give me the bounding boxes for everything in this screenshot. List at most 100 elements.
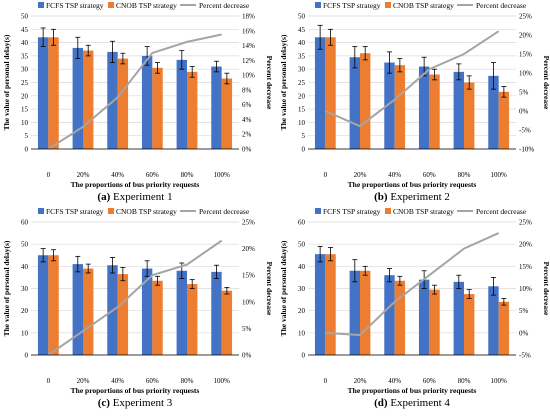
error-bar: [120, 267, 126, 282]
bar-fcfs: [72, 47, 83, 149]
error-bar: [155, 275, 161, 286]
bar-fcfs: [488, 286, 499, 355]
bar-fcfs: [384, 62, 395, 149]
error-bar: [490, 62, 496, 90]
x-axis-title: The proportions of bus priority requests: [348, 180, 477, 189]
error-bar: [352, 46, 358, 69]
y2-tick-label: 15%: [519, 263, 532, 271]
y2-tick-label: 12%: [242, 57, 255, 65]
y2-tick-label: 0%: [242, 352, 252, 360]
y-tick-label: 10: [21, 119, 29, 127]
bar-cnob: [83, 268, 94, 355]
y-tick-label: 25: [21, 79, 29, 87]
y2-tick-label: -5%: [519, 352, 531, 360]
error-bar: [362, 46, 368, 61]
error-bar: [432, 68, 438, 81]
legend-label-percent: Percent decrease: [476, 207, 527, 216]
y-tick-label: 50: [21, 13, 29, 21]
chart-panel-3: FCFS TSP strategy CNOB TSP strategy Percen…: [2, 207, 274, 409]
bar-cnob: [429, 74, 440, 149]
legend: FCFS TSP strategy CNOB TSP strategy Percen…: [38, 207, 250, 216]
legend: FCFS TSP strategy CNOB TSP strategy Percen…: [315, 1, 527, 10]
x-axis-title: The proportions of bus priority requests: [71, 386, 200, 395]
y-tick-label: 50: [298, 13, 306, 21]
y-tick-label: 25: [298, 79, 306, 87]
legend-swatch-cnob: [385, 208, 391, 214]
y2-axis-title: Percent decrease: [542, 56, 550, 110]
bar-fcfs: [349, 57, 360, 150]
bar-cnob: [152, 280, 163, 355]
x-tick-label: 40%: [111, 377, 124, 385]
x-tick-label: 0: [47, 171, 51, 179]
y-tick-label: 45: [21, 26, 29, 34]
y-tick-label: 20: [298, 92, 306, 100]
y-tick-label: 40: [21, 39, 29, 47]
legend-swatch-fcfs: [38, 2, 44, 8]
legend: FCFS TSP strategy CNOB TSP strategy Percen…: [315, 207, 527, 216]
y-tick-label: 10: [298, 329, 306, 337]
x-tick-label: 40%: [111, 171, 124, 179]
error-bar: [109, 40, 115, 63]
y-tick-label: 45: [298, 26, 306, 34]
y-tick-label: 40: [21, 263, 29, 271]
y2-tick-label: 10%: [242, 298, 255, 306]
bar-cnob: [117, 58, 129, 150]
bar-cnob: [325, 37, 336, 149]
panel-caption-text: Experiment 4: [388, 397, 451, 409]
bar-fcfs: [141, 55, 153, 149]
y-tick-label: 5: [302, 132, 306, 140]
y2-tick-label: 5%: [242, 325, 252, 333]
bar-cnob: [48, 255, 59, 355]
error-bar: [224, 286, 230, 295]
error-bar: [144, 260, 150, 277]
y-tick-label: 10: [298, 119, 306, 127]
error-bar: [466, 289, 472, 299]
bar-fcfs: [72, 264, 83, 355]
legend-label-fcfs: FCFS TSP strategy: [46, 207, 104, 216]
x-tick-label: 60%: [423, 171, 436, 179]
y2-axis-title: Percent decrease: [265, 56, 274, 110]
error-bar: [328, 247, 334, 262]
bar-cnob: [394, 280, 406, 355]
y2-tick-label: 5%: [519, 307, 529, 315]
x-tick-label: 100%: [213, 171, 230, 179]
y-tick-label: 20: [298, 307, 306, 315]
bar-fcfs: [314, 254, 326, 355]
y-tick-label: 30: [21, 66, 29, 74]
bar-cnob: [221, 290, 233, 355]
error-bar: [328, 28, 334, 46]
error-bar: [501, 86, 507, 98]
error-bar: [75, 36, 81, 59]
error-bar: [213, 264, 219, 279]
bar-fcfs: [349, 270, 360, 355]
error-bar: [386, 268, 392, 283]
bar-fcfs: [314, 37, 326, 149]
error-bar: [362, 265, 368, 276]
y2-tick-label: 20%: [242, 245, 255, 253]
x-axis-title: The proportions of bus priority requests: [348, 386, 477, 395]
error-bar: [120, 52, 126, 65]
x-tick-label: 20%: [354, 377, 367, 385]
bar-cnob: [464, 82, 475, 149]
legend-label-cnob: CNOB TSP strategy: [393, 207, 454, 216]
chart-panels: FCFS TSP strategy CNOB TSP strategy Percen…: [2, 1, 550, 409]
legend-swatch-cnob: [385, 2, 391, 8]
error-bar: [40, 27, 46, 47]
x-tick-label: 20%: [77, 377, 90, 385]
panel-caption-text: Experiment 1: [110, 191, 172, 203]
y2-tick-label: 10%: [519, 70, 532, 78]
y2-tick-label: 2%: [242, 131, 252, 139]
y2-tick-label: 8%: [242, 86, 252, 94]
bar-cnob: [221, 78, 233, 149]
panel-caption-text: Experiment 3: [110, 397, 173, 409]
legend-label-cnob: CNOB TSP strategy: [393, 1, 454, 10]
error-bar: [109, 257, 115, 274]
bar-fcfs: [176, 270, 187, 355]
x-tick-label: 60%: [146, 171, 159, 179]
error-bar: [85, 263, 91, 274]
y-tick-label: 30: [21, 285, 29, 293]
error-bar: [213, 60, 219, 73]
legend-swatch-fcfs: [38, 208, 44, 214]
error-bar: [397, 58, 403, 73]
